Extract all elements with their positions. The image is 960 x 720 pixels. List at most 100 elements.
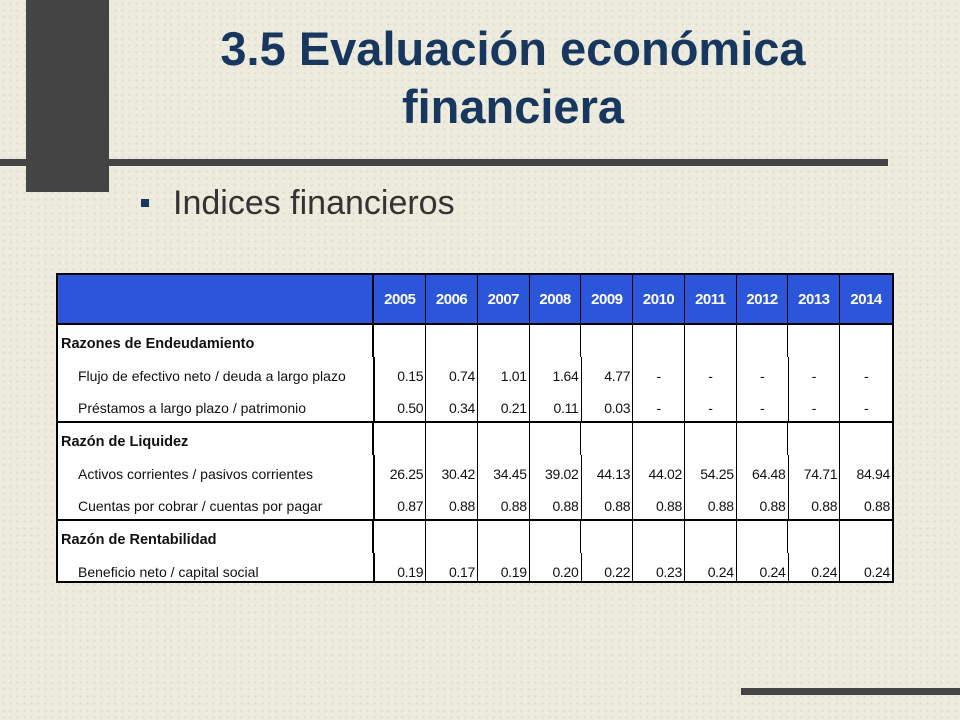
value-cell: 0.15 <box>375 357 427 389</box>
title-underline-bar <box>0 159 888 166</box>
bullet-text: Indices financieros <box>173 183 455 222</box>
value-cell: 0.50 <box>375 389 427 421</box>
empty-cell <box>840 521 892 553</box>
value-cell: 34.45 <box>478 455 530 487</box>
group-title: Razón de Liquidez <box>58 423 375 455</box>
table-row: Activos corrientes / pasivos corrientes 2… <box>58 455 892 487</box>
empty-cell <box>633 521 685 553</box>
value-cell: 1.01 <box>478 357 530 389</box>
value-cell: 0.88 <box>685 487 737 519</box>
year-header: 2006 <box>426 275 478 323</box>
empty-cell <box>530 325 582 357</box>
value-cell: 64.48 <box>737 455 789 487</box>
value-cell: 0.24 <box>789 553 841 581</box>
group-title: Razones de Endeudamiento <box>58 325 375 357</box>
value-cell: 0.88 <box>863 498 890 514</box>
value-cell: 74.71 <box>789 455 841 487</box>
value-cell: 0.21 <box>478 389 530 421</box>
value-cell: 39.02 <box>530 455 582 487</box>
year-header: 2013 <box>788 275 841 323</box>
value-cell: - <box>737 389 789 421</box>
value-cell: 0.74 <box>426 357 479 389</box>
value-cell: 0.34 <box>426 389 479 421</box>
value-cell: 0.03 <box>582 389 634 421</box>
empty-cell <box>374 423 427 455</box>
value-cell: - <box>789 389 841 421</box>
value-cell: 0.88 <box>582 487 634 519</box>
empty-cell <box>426 521 478 553</box>
table-group: Razones de Endeudamiento Flujo de efectiv… <box>58 325 892 423</box>
value-cell: 0.19 <box>478 553 530 581</box>
table-row: Beneficio neto / capital social 0.19 0.17 0… <box>58 553 892 581</box>
empty-cell <box>530 521 582 553</box>
value-cell: 1.64 <box>530 357 582 389</box>
empty-cell <box>840 325 892 357</box>
value-cell: 0.23 <box>633 553 685 581</box>
value-cell: 0.88 <box>633 487 685 519</box>
value-cell: - <box>863 400 869 416</box>
value-cell: 4.77 <box>582 357 634 389</box>
empty-cell <box>426 325 478 357</box>
footer-decorative-bar <box>741 688 960 695</box>
value-cell: 0.19 <box>375 553 427 581</box>
slide-title: 3.5 Evaluación económica financiera <box>220 22 806 133</box>
value-cell: 0.24 <box>685 553 737 581</box>
group-title: Razón de Rentabilidad <box>58 521 375 553</box>
value-cell: 0.88 <box>426 487 478 519</box>
empty-cell <box>478 521 530 553</box>
empty-cell <box>685 521 737 553</box>
year-header: 2008 <box>529 275 582 323</box>
value-cell: 54.25 <box>685 455 737 487</box>
group-title-row: Razones de Endeudamiento <box>58 325 892 357</box>
year-header: 2011 <box>684 275 737 323</box>
year-header: 2009 <box>581 275 634 323</box>
value-cell: 0.24 <box>863 564 890 580</box>
empty-cell <box>633 423 685 455</box>
table-row: Flujo de efectivo neto / deuda a largo p… <box>58 357 892 389</box>
table-group: Razón de Rentabilidad Beneficio neto / ca… <box>58 521 892 581</box>
empty-cell <box>737 423 789 455</box>
value-cell: 0.88 <box>737 487 789 519</box>
financial-ratios-table: 2005 2006 2007 2008 2009 2010 2011 2012 … <box>56 273 894 583</box>
value-cell: 0.88 <box>478 487 530 519</box>
value-cell: 0.20 <box>530 553 582 581</box>
value-cell: - <box>685 389 737 421</box>
square-bullet-icon <box>141 199 149 207</box>
value-cell: 26.25 <box>375 455 427 487</box>
group-title-row: Razón de Liquidez <box>58 423 892 455</box>
year-header: 2012 <box>736 275 789 323</box>
table-header-row: 2005 2006 2007 2008 2009 2010 2011 2012 … <box>58 275 892 325</box>
empty-cell <box>737 521 789 553</box>
value-cell: - <box>633 389 686 421</box>
group-title-row: Razón de Rentabilidad <box>58 521 892 553</box>
table-row: Préstamos a largo plazo / patrimonio 0.50… <box>58 389 892 421</box>
empty-cell <box>581 521 634 553</box>
value-cell: 44.02 <box>633 455 685 487</box>
table-body: Razones de Endeudamiento Flujo de efectiv… <box>58 325 892 581</box>
row-label: Préstamos a largo plazo / patrimonio <box>58 389 375 421</box>
table-group: Razón de Liquidez Activos corrientes / pa… <box>58 423 892 521</box>
value-cell: 0.11 <box>530 389 582 421</box>
row-label: Beneficio neto / capital social <box>58 553 375 581</box>
header-label-cell <box>58 275 375 323</box>
row-label: Flujo de efectivo neto / deuda a largo p… <box>58 357 375 389</box>
empty-cell <box>737 325 789 357</box>
value-cell: 0.17 <box>426 553 478 581</box>
year-header: 2010 <box>633 275 685 323</box>
empty-cell <box>788 521 841 553</box>
bullet-item: Indices financieros <box>141 183 455 223</box>
empty-cell <box>374 521 427 553</box>
empty-cell <box>840 423 892 455</box>
empty-cell <box>478 325 530 357</box>
value-cell: - <box>737 357 789 389</box>
value-cell: 84.94 <box>856 466 890 482</box>
value-cell: 0.24 <box>737 553 789 581</box>
empty-cell <box>685 423 737 455</box>
value-cell: - <box>685 357 737 389</box>
value-cell: - <box>789 357 841 389</box>
empty-cell <box>478 423 530 455</box>
table-row: Cuentas por cobrar / cuentas por pagar 0.… <box>58 487 892 519</box>
empty-cell <box>633 325 685 357</box>
empty-cell <box>685 325 737 357</box>
value-cell: 30.42 <box>426 455 478 487</box>
